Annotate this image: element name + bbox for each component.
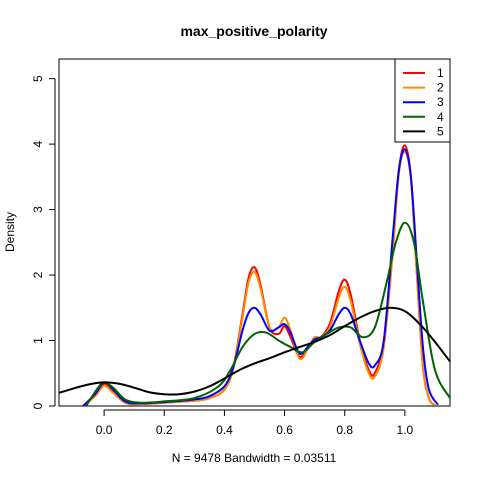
series-line-5: [59, 306, 450, 396]
legend-label: 4: [437, 110, 444, 124]
x-tick-label: 0.2: [156, 423, 173, 437]
y-axis-label: Density: [3, 212, 17, 252]
series-layer: [59, 144, 450, 406]
x-tick-label: 0.0: [96, 423, 113, 437]
x-tick-label: 1.0: [397, 423, 414, 437]
chart-title: max_positive_polarity: [180, 23, 327, 39]
x-tick-label: 0.8: [336, 423, 353, 437]
plot-frame: [58, 58, 451, 407]
x-tick-label: 0.6: [276, 423, 293, 437]
y-tick-label: 2: [31, 271, 45, 278]
y-tick-label: 4: [31, 140, 45, 147]
legend-label: 5: [437, 124, 444, 138]
x-axis-label: N = 9478 Bandwidth = 0.03511: [172, 451, 337, 465]
series-line-4: [85, 221, 450, 406]
y-tick-label: 5: [31, 75, 45, 82]
x-tick-label: 0.4: [216, 423, 233, 437]
y-tick-label: 0: [31, 402, 45, 409]
series-line-3: [82, 148, 439, 406]
legend-label: 3: [437, 95, 444, 109]
legend-label: 1: [437, 66, 444, 80]
y-tick-label: 3: [31, 206, 45, 213]
y-tick-label: 1: [31, 337, 45, 344]
axes: 0.0 0.2 0.4 0.6 0.8 1.0 0 1 2 3 4 5: [31, 75, 414, 437]
series-line-1: [82, 144, 436, 406]
legend-label: 2: [437, 81, 444, 95]
